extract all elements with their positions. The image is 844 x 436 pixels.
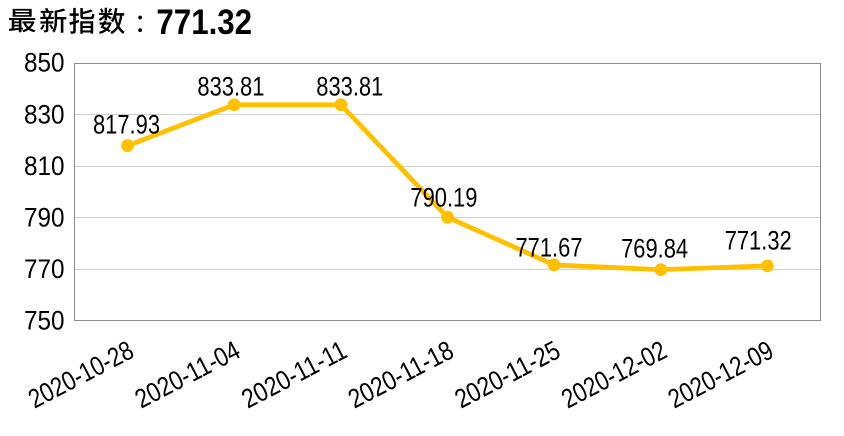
- svg-text:2020-12-02: 2020-12-02: [557, 335, 672, 414]
- svg-text:790: 790: [24, 202, 65, 232]
- svg-text:2020-11-11: 2020-11-11: [237, 335, 352, 414]
- svg-text:769.84: 769.84: [621, 233, 688, 263]
- svg-text:750: 750: [24, 306, 65, 336]
- svg-text:2020-11-04: 2020-11-04: [130, 335, 245, 414]
- svg-text:790.19: 790.19: [410, 183, 477, 213]
- svg-text:833.81: 833.81: [197, 72, 264, 102]
- svg-text:817.93: 817.93: [93, 109, 160, 139]
- svg-text:833.81: 833.81: [316, 72, 383, 102]
- svg-text:2020-11-18: 2020-11-18: [343, 335, 458, 414]
- svg-text:771.32: 771.32: [156, 2, 252, 42]
- svg-text:771.67: 771.67: [516, 232, 583, 262]
- svg-text:810: 810: [24, 151, 65, 181]
- svg-text:830: 830: [24, 99, 65, 129]
- svg-text:771.32: 771.32: [725, 225, 792, 255]
- svg-text:2020-10-28: 2020-10-28: [23, 335, 138, 414]
- svg-text:770: 770: [24, 254, 65, 284]
- svg-text:2020-12-09: 2020-12-09: [663, 335, 778, 414]
- svg-text:2020-11-25: 2020-11-25: [450, 335, 565, 414]
- svg-text:850: 850: [24, 48, 65, 78]
